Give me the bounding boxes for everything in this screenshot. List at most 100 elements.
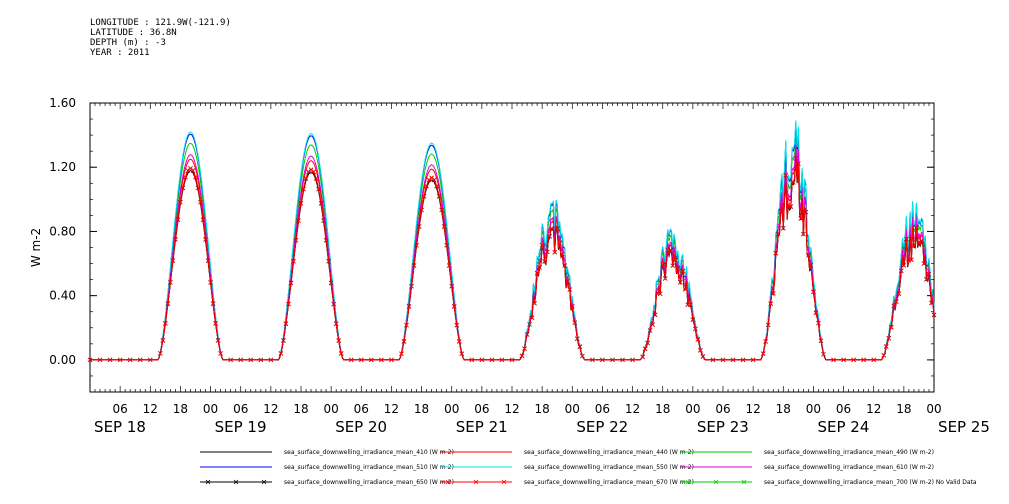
- series-marker-7: [436, 194, 442, 199]
- legend-marker-7: [501, 479, 507, 485]
- series-marker-7: [203, 237, 208, 242]
- series-marker-7: [414, 243, 419, 248]
- x-date-label: SEP 23: [697, 418, 749, 436]
- series-marker-7: [404, 322, 409, 328]
- x-date-label: SEP 20: [335, 418, 387, 436]
- series-marker-7: [444, 243, 449, 248]
- series-marker-7: [575, 336, 580, 341]
- series-marker-7: [700, 354, 706, 359]
- series-marker-7: [690, 317, 696, 322]
- legend-marker-7: [473, 479, 479, 485]
- series-marker-7: [695, 337, 701, 342]
- series-marker-7: [750, 357, 756, 363]
- x-hour-tick-label: 12: [866, 402, 881, 416]
- x-hour-tick-label: 06: [233, 402, 248, 416]
- latitude-label: LATITUDE : 36.8N: [90, 28, 177, 38]
- series-line-7: [90, 158, 935, 361]
- series-marker-7: [547, 234, 552, 239]
- series-marker-7: [672, 257, 678, 263]
- series-marker-7: [210, 301, 216, 306]
- legend-marker-6: [205, 479, 211, 485]
- series-marker-7: [670, 263, 676, 268]
- x-hour-tick-label: 06: [836, 402, 851, 416]
- series-marker-7: [165, 301, 171, 306]
- series-marker-7: [399, 351, 404, 357]
- series-marker-7: [896, 291, 902, 297]
- series-marker-7: [901, 263, 907, 268]
- x-date-label: SEP 22: [576, 418, 628, 436]
- series-marker-7: [416, 224, 422, 229]
- series-marker-7: [298, 201, 304, 206]
- series-marker-7: [894, 299, 899, 305]
- series-marker-7: [552, 249, 557, 255]
- x-hour-tick-label: 12: [143, 402, 158, 416]
- series-marker-7: [572, 320, 578, 325]
- series-marker-7: [190, 168, 196, 173]
- series-marker-7: [258, 357, 264, 363]
- series-marker-7: [238, 357, 243, 363]
- x-hour-tick-label: 12: [504, 402, 519, 416]
- series-marker-7: [778, 209, 784, 215]
- depth-label: DEPTH (m) : -3: [90, 38, 166, 48]
- series-marker-7: [537, 265, 542, 270]
- series-marker-7: [348, 357, 354, 363]
- x-hour-tick-label: 06: [715, 402, 730, 416]
- series-marker-7: [662, 276, 668, 281]
- series-marker-7: [851, 357, 856, 363]
- series-marker-7: [268, 357, 274, 363]
- series-marker-7: [647, 328, 653, 333]
- series-marker-7: [519, 353, 525, 359]
- series-marker-7: [160, 338, 166, 343]
- series-marker-7: [871, 357, 876, 363]
- series-marker-7: [117, 357, 123, 363]
- series-marker-7: [881, 352, 887, 358]
- series-marker-7: [678, 280, 683, 285]
- series-marker-7: [730, 357, 736, 363]
- series-marker-7: [931, 312, 937, 318]
- series-marker-7: [316, 186, 321, 192]
- legend-label-5: sea_surface_downwelling_irradiance_mean_…: [764, 464, 934, 471]
- series-marker-7: [567, 287, 573, 292]
- series-marker-7: [803, 209, 809, 215]
- series-marker-7: [451, 304, 457, 309]
- legend-label-0: sea_surface_downwelling_irradiance_mean_…: [284, 449, 454, 456]
- series-marker-7: [577, 344, 583, 349]
- legend-label-2: sea_surface_downwelling_irradiance_mean_…: [764, 449, 934, 456]
- x-date-label: SEP 24: [817, 418, 869, 436]
- series-marker-7: [781, 225, 786, 231]
- y-axis-label: W m-2: [29, 228, 43, 267]
- legend-label-6: sea_surface_downwelling_irradiance_mean_…: [284, 479, 454, 486]
- series-marker-7: [336, 338, 341, 343]
- legend-marker-7: [445, 479, 451, 485]
- series-marker-7: [183, 174, 188, 180]
- series-marker-7: [683, 286, 688, 292]
- series-marker-7: [806, 253, 811, 258]
- legend-marker-8: [713, 479, 719, 485]
- series-marker-7: [650, 322, 655, 327]
- series-marker-7: [916, 239, 922, 245]
- x-hour-tick-label: 18: [414, 402, 429, 416]
- series-marker-7: [640, 354, 645, 360]
- series-marker-7: [522, 346, 527, 351]
- series-marker-7: [459, 351, 465, 357]
- series-marker-7: [765, 322, 771, 328]
- legend-marker-6: [233, 479, 239, 485]
- series-marker-7: [698, 348, 703, 353]
- series-marker-7: [446, 263, 452, 268]
- series-marker-7: [469, 357, 475, 363]
- series-marker-7: [359, 357, 364, 363]
- series-marker-7: [710, 357, 716, 363]
- x-date-label: SEP 18: [94, 418, 146, 436]
- x-hour-tick-label: 00: [444, 402, 459, 416]
- y-tick-label: 0.00: [49, 353, 76, 367]
- series-marker-7: [281, 338, 286, 343]
- x-hour-tick-label: 00: [203, 402, 218, 416]
- x-hour-tick-label: 18: [173, 402, 188, 416]
- series-marker-7: [775, 231, 781, 237]
- series-marker-7: [200, 217, 206, 222]
- x-date-label: SEP 21: [456, 418, 508, 436]
- series-marker-7: [929, 300, 934, 306]
- x-hour-tick-label: 00: [324, 402, 339, 416]
- legend-label-7: sea_surface_downwelling_irradiance_mean_…: [524, 479, 694, 486]
- series-marker-7: [924, 277, 929, 282]
